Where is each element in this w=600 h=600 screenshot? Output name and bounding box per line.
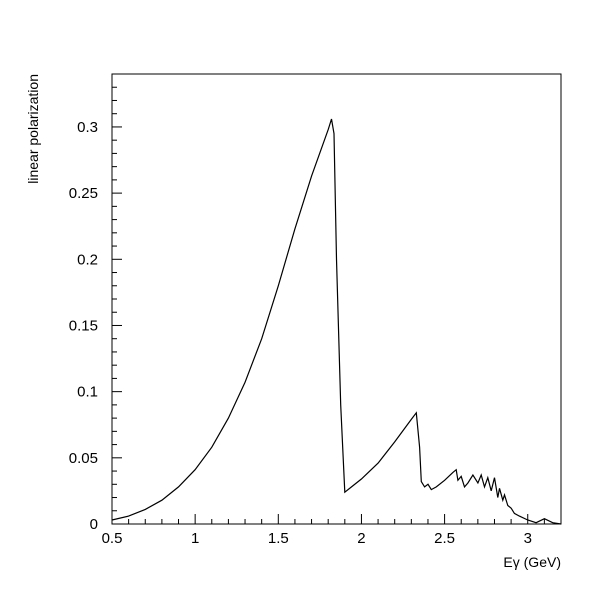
x-tick-label: 1	[191, 530, 199, 547]
x-tick-label: 1.5	[268, 530, 289, 547]
series-line	[111, 118, 562, 525]
x-axis-ticks: 0.5 1 1.5 2 2.5 3	[102, 514, 562, 547]
y-tick-label: 0.05	[69, 450, 98, 467]
x-axis-label: Eγ (GeV)	[503, 554, 561, 570]
y-tick-label: 0.1	[77, 384, 98, 401]
y-tick-label: 0	[90, 516, 98, 533]
x-tick-label: 2	[357, 530, 365, 547]
y-axis-ticks: 0 0.05 0.1 0.15 0.2 0.25 0.3	[69, 73, 122, 533]
plot-frame	[111, 73, 562, 525]
y-tick-label: 0.25	[69, 185, 98, 202]
y-tick-label: 0.3	[77, 119, 98, 136]
x-tick-label: 2.5	[434, 530, 455, 547]
y-axis-label: linear polarization	[25, 74, 41, 184]
x-tick-label: 0.5	[102, 530, 123, 547]
y-tick-label: 0.15	[69, 317, 98, 334]
x-tick-label: 3	[524, 530, 532, 547]
y-tick-label: 0.2	[77, 251, 98, 268]
